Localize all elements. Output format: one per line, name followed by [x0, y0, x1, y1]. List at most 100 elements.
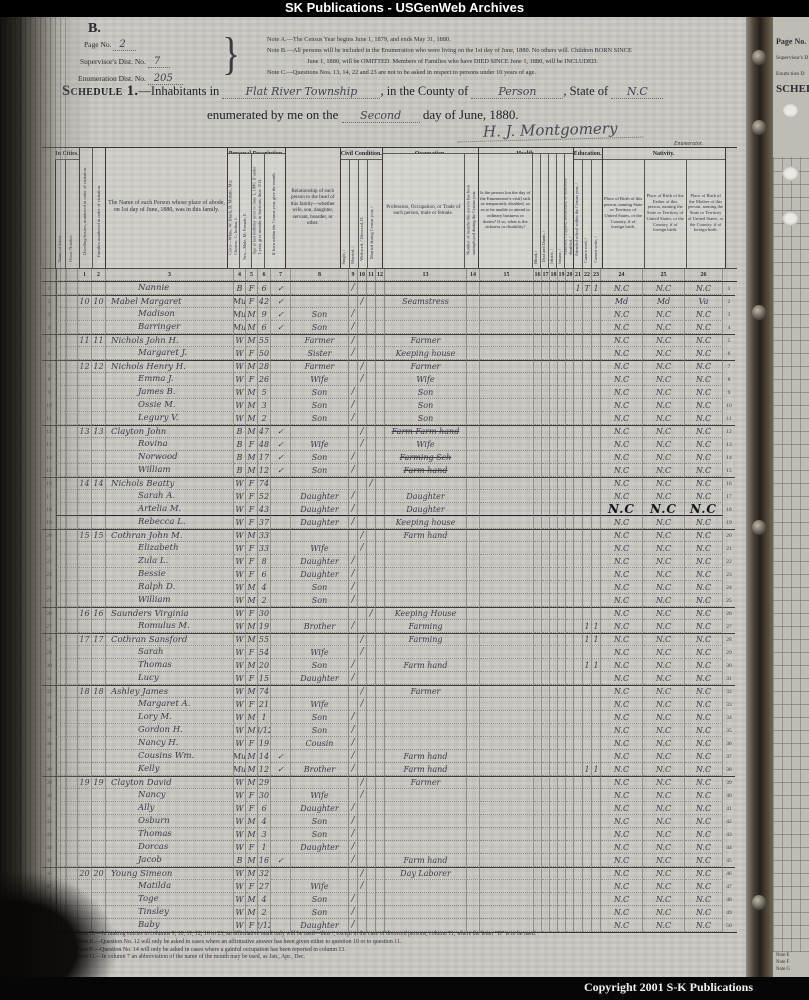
cell-b2: N.C: [643, 724, 685, 737]
cell-b2: N.C: [643, 646, 685, 659]
cell-s2: [358, 334, 367, 347]
cell-s1: /: [349, 282, 358, 295]
cell-s4: [376, 451, 385, 464]
cell-rel: Wife: [291, 880, 349, 893]
cell-name: Nannie: [106, 282, 234, 295]
cell-h1: [534, 334, 542, 347]
cell-b3: N.C: [685, 529, 723, 542]
cell-mL: 50: [46, 922, 52, 929]
cell-mon: [271, 737, 291, 750]
cell-mL: 24: [46, 584, 52, 591]
cell-h3: [550, 698, 558, 711]
table-row: 3MadisonMuM9✓Son/N.CN.CN.C3: [42, 308, 737, 321]
cell-mR: 10: [726, 402, 732, 409]
cell-h5: [566, 282, 574, 295]
col-cannot-write-header: Cannot write, /: [591, 160, 601, 268]
cell-e2: [583, 451, 592, 464]
cell-e3: [592, 308, 601, 321]
cell-fam: [92, 282, 106, 295]
cell-name: Margaret A.: [106, 698, 234, 711]
cell-dw: 17: [78, 633, 92, 646]
cell-unemp: [467, 802, 480, 815]
cell-h5: [566, 308, 574, 321]
cell-e3: 1: [592, 282, 601, 295]
cell-sex: M: [246, 815, 258, 828]
cell-s4: [376, 581, 385, 594]
cell-sick: [480, 802, 534, 815]
cell-unemp: [467, 607, 480, 620]
cell-b2: N.C: [643, 607, 685, 620]
col-street-header: Name of Street.: [55, 160, 67, 268]
cell-sex: M: [246, 451, 258, 464]
cell-sex: M: [246, 906, 258, 919]
cell-mL: 12: [42, 425, 56, 438]
cell-h5: [566, 815, 574, 828]
cell-b3: N.C: [685, 672, 723, 685]
cell-unemp: [467, 282, 480, 295]
cell-s2: [358, 815, 367, 828]
cell-street: [56, 542, 67, 555]
cell-s1: /: [349, 386, 358, 399]
cell-street: [56, 490, 67, 503]
cell-fam: [92, 490, 106, 503]
next-page-grid: [773, 157, 809, 952]
cell-s3: [367, 438, 376, 451]
cell-h1: [534, 646, 542, 659]
cell-color: Mu: [234, 750, 246, 763]
cell-h3: [550, 386, 558, 399]
cell-e3: [592, 646, 601, 659]
cell-e1: [574, 893, 583, 906]
cell-color: W: [234, 776, 246, 789]
cell-age: 3: [258, 399, 271, 412]
cell-fam: [92, 620, 106, 633]
cell-h1: [534, 425, 542, 438]
cell-sex: F: [246, 373, 258, 386]
cell-dw: [78, 698, 92, 711]
cell-name: Cousins Wm.: [106, 750, 234, 763]
cell-fam: 12: [92, 360, 106, 373]
cell-mR: 6: [727, 350, 731, 357]
cell-unemp: [467, 750, 480, 763]
cell-occ: [385, 880, 467, 893]
cell-street: [56, 763, 67, 776]
cell-s2: [358, 711, 367, 724]
cell-fam: [92, 880, 106, 893]
cell-b2: N.C: [643, 412, 685, 425]
cell-street: [56, 854, 67, 867]
enumerator-label: Enumerator.: [674, 141, 703, 147]
cell-h4: [558, 789, 566, 802]
cell-e2: [583, 568, 592, 581]
cell-name: Rovina: [106, 438, 234, 451]
cell-e2: [583, 828, 592, 841]
cell-house: [67, 828, 78, 841]
cell-e3: [592, 451, 601, 464]
cell-fam: [92, 828, 106, 841]
cell-b1: N.C: [601, 906, 643, 919]
next-page-supervisor: Supervisor's D: [776, 55, 809, 61]
table-row: 49 Tinsley W M 2 Son / N.C N.C N.C 49: [42, 906, 737, 919]
cell-mL: 44: [46, 844, 52, 851]
cell-e3: [592, 490, 601, 503]
cell-unemp: [467, 828, 480, 841]
cell-occ: Farm hand: [385, 464, 467, 477]
cell-s1: [349, 880, 358, 893]
cell-s3: [367, 581, 376, 594]
cell-name: Osburn: [106, 815, 234, 828]
cell-h2: [542, 919, 550, 932]
cell-rel: Son: [291, 464, 349, 477]
cell-occ: Farm Farm hand: [385, 425, 467, 438]
cell-s1: /: [349, 724, 358, 737]
cell-mR: 47: [726, 883, 732, 890]
right-margin-header: [726, 148, 737, 268]
cell-occ: Farm hand: [385, 659, 467, 672]
cell-h1: [534, 568, 542, 581]
cell-name: Baby: [106, 919, 234, 932]
cell-unemp: [467, 386, 480, 399]
cell-house: [67, 295, 78, 308]
cell-house: [67, 308, 78, 321]
cell-mon: [271, 906, 291, 919]
cell-h1: [534, 893, 542, 906]
cell-dw: 11: [78, 334, 92, 347]
cell-dw: [78, 594, 92, 607]
